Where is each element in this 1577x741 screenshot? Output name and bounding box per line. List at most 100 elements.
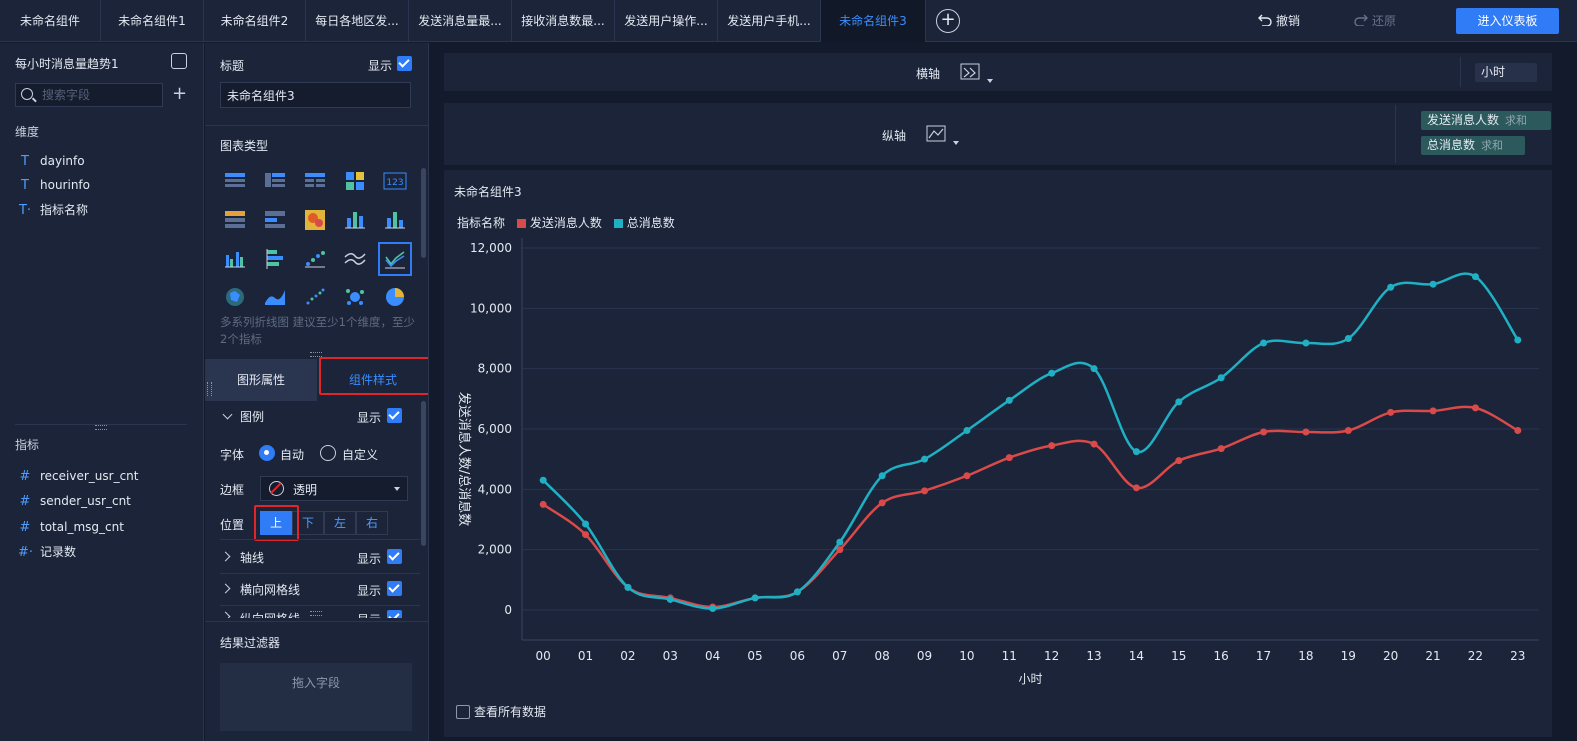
- legend-title: 指标名称: [457, 216, 506, 230]
- x-axis-sort-icon[interactable]: [960, 63, 982, 81]
- view-all-data-toggle[interactable]: 查看所有数据: [456, 703, 546, 720]
- position-left-button[interactable]: 左: [324, 511, 356, 535]
- scatter-chart-icon[interactable]: [303, 285, 327, 309]
- resize-grip-icon[interactable]: [310, 611, 322, 616]
- series-line-0: [542, 405, 1519, 609]
- cross-table-icon[interactable]: [263, 169, 287, 193]
- grouped-table-icon[interactable]: [223, 208, 247, 232]
- area-line-icon[interactable]: [263, 285, 287, 309]
- data-point: [836, 546, 844, 554]
- grouped-bar-icon[interactable]: [223, 247, 247, 271]
- plus-circle-icon[interactable]: +: [936, 9, 960, 33]
- line-chart: 0 2,000 4,000 6,000 8,000 10,000 12,000 00 01 02 0…: [456, 238, 1539, 686]
- calculated-number-type-icon: #·: [18, 545, 34, 560]
- tab-active[interactable]: 未命名组件3: [821, 0, 926, 42]
- add-field-button[interactable]: +: [172, 83, 188, 104]
- horizontal-bar-icon[interactable]: [263, 247, 287, 271]
- y-axis-sort-icon[interactable]: [926, 125, 948, 143]
- tab-2[interactable]: 未命名组件2: [204, 0, 306, 42]
- chevron-right-icon[interactable]: [220, 551, 231, 562]
- map-chart-icon[interactable]: [223, 285, 247, 309]
- pie-chart-icon[interactable]: [383, 285, 407, 309]
- legend-item[interactable]: 总消息数: [626, 216, 675, 230]
- axis-show-checkbox[interactable]: [387, 549, 402, 564]
- y-field-pill[interactable]: 发送消息人数 求和: [1421, 111, 1551, 130]
- caret-down-icon[interactable]: [953, 141, 959, 145]
- x-tick-label: 04: [705, 649, 720, 663]
- resize-grip-icon[interactable]: [310, 352, 322, 357]
- view-all-checkbox[interactable]: [456, 705, 470, 719]
- kpi-number-icon[interactable]: 123: [383, 169, 407, 193]
- resize-grip-icon[interactable]: [95, 425, 107, 430]
- tab-1[interactable]: 未命名组件1: [101, 0, 204, 42]
- tab-6[interactable]: 发送用户操作...: [615, 0, 718, 42]
- table-chart-icon[interactable]: [223, 169, 247, 193]
- position-top-button[interactable]: 上: [260, 511, 292, 535]
- field-label: sender_usr_cnt: [40, 494, 131, 508]
- y-axis-label: 发送消息人数/总消息数: [456, 392, 472, 526]
- enter-dashboard-button[interactable]: 进入仪表板: [1456, 8, 1559, 34]
- position-bottom-button[interactable]: 下: [292, 511, 324, 535]
- area-chart-icon[interactable]: [343, 247, 367, 271]
- x-tick-label: 17: [1256, 649, 1271, 663]
- chevron-right-icon[interactable]: [220, 583, 231, 594]
- bar-table-icon[interactable]: [263, 208, 287, 232]
- legend-item[interactable]: 发送消息人数: [529, 216, 602, 230]
- data-point: [1005, 454, 1013, 462]
- data-point: [1471, 404, 1479, 412]
- no-entry-icon: [269, 481, 284, 496]
- measure-field[interactable]: # receiver_usr_cnt: [18, 466, 139, 486]
- scatter-trend-icon[interactable]: [303, 247, 327, 271]
- block-table-icon[interactable]: [343, 169, 367, 193]
- y-field-pill[interactable]: 总消息数 求和: [1421, 136, 1525, 155]
- side-grip-icon[interactable]: [207, 382, 212, 396]
- title-input[interactable]: [220, 82, 411, 108]
- scrollbar[interactable]: [421, 401, 426, 546]
- data-point: [1344, 335, 1352, 342]
- x-tick-label: 16: [1214, 649, 1229, 663]
- measure-field[interactable]: # total_msg_cnt: [18, 517, 124, 537]
- tab-7[interactable]: 发送用户手机...: [718, 0, 821, 42]
- border-select[interactable]: 透明: [260, 476, 408, 501]
- switch-dataset-icon[interactable]: [171, 53, 187, 69]
- tab-component-style[interactable]: 组件样式: [317, 359, 428, 401]
- heatmap-icon[interactable]: [303, 208, 327, 232]
- title-show-checkbox[interactable]: [397, 56, 412, 71]
- filter-drop-zone[interactable]: 拖入字段: [220, 663, 412, 731]
- data-point: [793, 588, 801, 596]
- caret-down-icon[interactable]: [987, 79, 993, 83]
- stacked-bar-icon[interactable]: [343, 208, 367, 232]
- undo-button[interactable]: 撤销: [1258, 0, 1300, 42]
- legend-show-checkbox[interactable]: [387, 408, 402, 423]
- tab-3[interactable]: 每日各地区发...: [306, 0, 409, 42]
- vgrid-show-checkbox[interactable]: [387, 610, 402, 618]
- bar-chart-icon[interactable]: [383, 208, 407, 232]
- chevron-down-icon[interactable]: [222, 409, 233, 420]
- dimension-field[interactable]: T· 指标名称: [18, 200, 88, 220]
- tab-4[interactable]: 发送消息量最...: [409, 0, 512, 42]
- measure-field[interactable]: # sender_usr_cnt: [18, 491, 131, 511]
- multi-series-line-icon[interactable]: [378, 242, 412, 276]
- tab-0[interactable]: 未命名组件: [0, 0, 101, 42]
- tab-graph-properties[interactable]: 图形属性: [205, 359, 317, 401]
- x-tick-label: 21: [1425, 649, 1440, 663]
- redo-button[interactable]: 还原: [1354, 0, 1396, 42]
- y-field-name: 总消息数: [1427, 138, 1476, 152]
- bubble-chart-icon[interactable]: [343, 285, 367, 309]
- font-auto-radio[interactable]: [259, 445, 275, 461]
- position-label: 位置: [220, 518, 245, 532]
- hgrid-show-checkbox[interactable]: [387, 581, 402, 596]
- x-axis-shelf[interactable]: 横轴 小时: [444, 53, 1552, 91]
- tab-5[interactable]: 接收消息数最...: [512, 0, 615, 42]
- field-search-input[interactable]: [42, 86, 158, 104]
- scrollbar[interactable]: [421, 168, 426, 258]
- position-right-button[interactable]: 右: [356, 511, 388, 535]
- chevron-right-icon[interactable]: [220, 611, 231, 618]
- measure-field[interactable]: #· 记录数: [18, 542, 76, 562]
- font-custom-radio[interactable]: [320, 445, 336, 461]
- detail-table-icon[interactable]: [303, 169, 327, 193]
- y-axis-shelf[interactable]: 纵轴 发送消息人数 求和 总消息数 求和: [444, 103, 1552, 165]
- x-field-pill[interactable]: 小时: [1475, 63, 1537, 82]
